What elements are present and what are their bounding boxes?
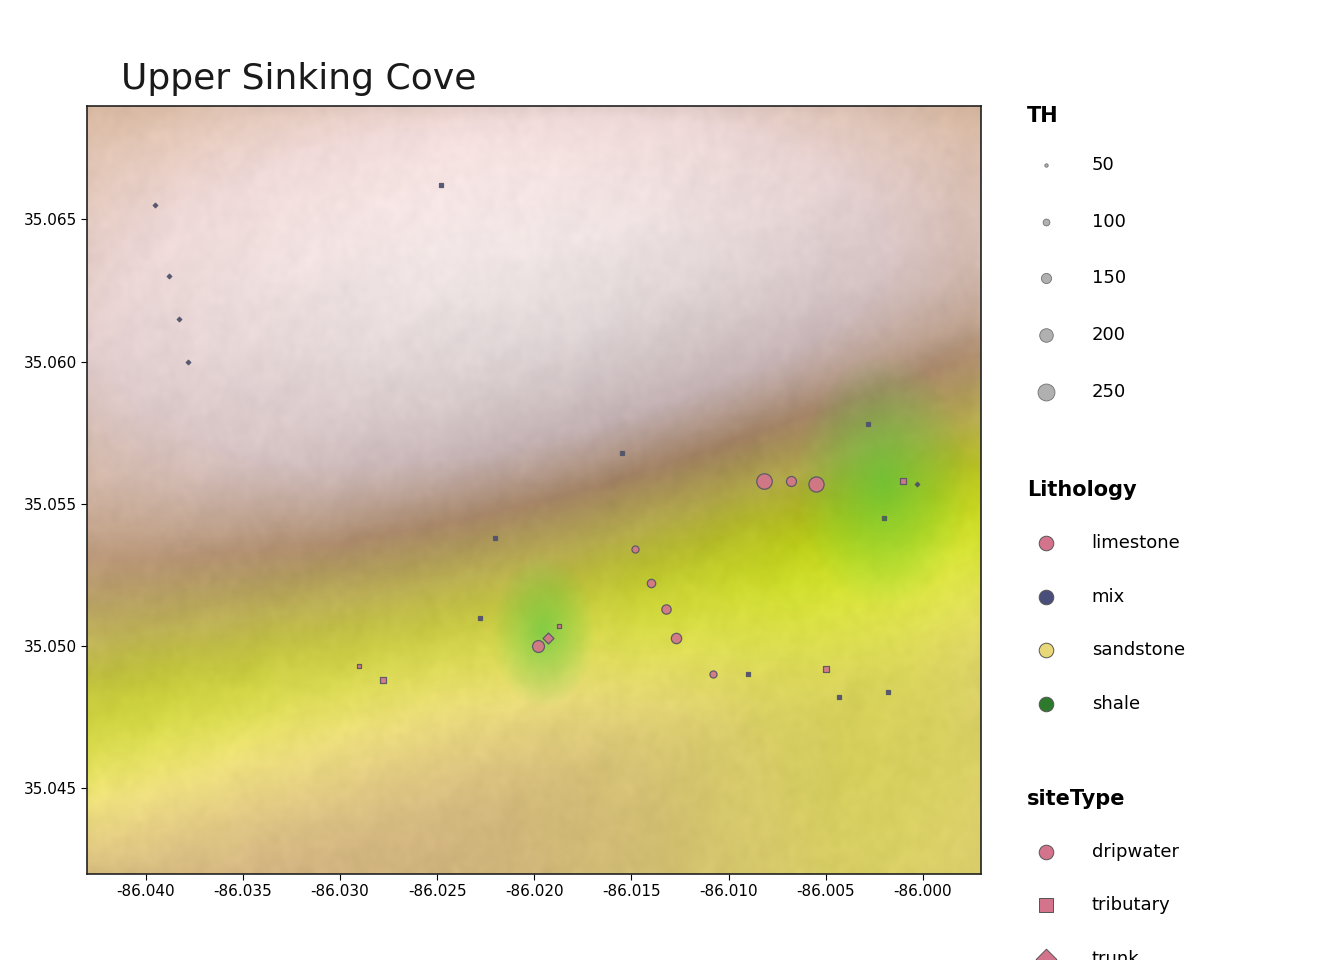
Text: 150: 150: [1091, 270, 1126, 287]
Point: [1036, 214, 1058, 229]
Point: [612, 444, 633, 460]
Point: [159, 269, 180, 284]
Point: [430, 178, 452, 193]
Text: siteType: siteType: [1027, 788, 1125, 808]
Point: [372, 673, 394, 688]
Text: 50: 50: [1091, 156, 1114, 174]
Text: tributary: tributary: [1091, 896, 1171, 914]
Point: [168, 311, 190, 326]
Point: [892, 473, 914, 489]
Text: shale: shale: [1091, 695, 1140, 712]
Point: [1036, 271, 1058, 286]
Text: Upper Sinking Cove: Upper Sinking Cove: [121, 62, 476, 96]
Point: [640, 576, 661, 591]
Text: mix: mix: [1091, 588, 1125, 606]
Point: [1036, 844, 1058, 859]
Text: 100: 100: [1091, 213, 1125, 230]
Point: [805, 476, 827, 492]
Text: Lithology: Lithology: [1027, 480, 1137, 500]
Point: [469, 610, 491, 625]
Point: [753, 473, 774, 489]
Point: [145, 198, 167, 213]
Point: [738, 667, 759, 683]
Point: [625, 541, 646, 557]
Point: [1036, 384, 1058, 399]
Point: [828, 689, 849, 705]
Point: [656, 601, 677, 616]
Point: [548, 618, 570, 634]
Point: [665, 630, 687, 645]
Text: dripwater: dripwater: [1091, 843, 1179, 860]
Point: [814, 661, 836, 677]
Point: [527, 638, 548, 654]
Text: 200: 200: [1091, 326, 1125, 344]
Point: [348, 659, 370, 674]
Point: [485, 530, 507, 545]
Point: [878, 684, 899, 699]
Point: [857, 417, 879, 432]
Point: [538, 630, 559, 645]
Text: limestone: limestone: [1091, 534, 1180, 552]
Point: [1036, 588, 1058, 604]
Text: trunk: trunk: [1091, 949, 1140, 960]
Text: 250: 250: [1091, 383, 1126, 401]
Point: [780, 473, 801, 489]
Point: [1036, 696, 1058, 711]
Point: [1036, 642, 1058, 658]
Point: [703, 667, 724, 683]
Point: [177, 354, 199, 370]
Text: TH: TH: [1027, 107, 1059, 126]
Text: sandstone: sandstone: [1091, 641, 1184, 659]
Point: [1036, 951, 1058, 960]
Point: [874, 511, 895, 526]
Point: [1036, 898, 1058, 913]
Point: [1036, 327, 1058, 343]
Point: [1036, 157, 1058, 173]
Point: [906, 476, 927, 492]
Point: [1036, 536, 1058, 551]
